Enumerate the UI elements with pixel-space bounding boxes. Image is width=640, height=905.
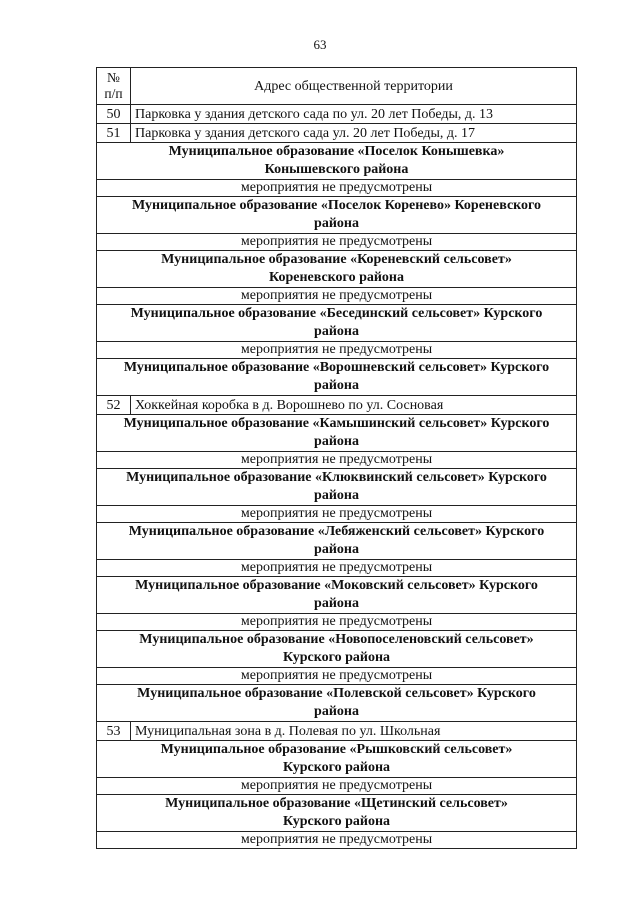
no-activities-text: мероприятия не предусмотрены: [96, 341, 577, 359]
heading-line: Муниципальное образование «Ворошневский …: [123, 360, 550, 375]
table-row: 52 Хоккейная коробка в д. Ворошнево по ул…: [96, 395, 577, 415]
no-activities-text: мероприятия не предусмотрены: [96, 613, 577, 631]
header-number-symbol: №: [107, 70, 120, 85]
heading-line: района: [314, 488, 359, 503]
municipality-heading: Муниципальное образование «Новопоселенов…: [96, 630, 577, 668]
no-activities-text: мероприятия не предусмотрены: [96, 667, 577, 685]
row-address: Муниципальная зона в д. Полевая по ул. Ш…: [130, 721, 577, 741]
table-header-row: № п/п Адрес общественной территории: [96, 67, 577, 105]
no-activities-row: мероприятия не предусмотрены: [96, 831, 577, 849]
municipality-heading-row: Муниципальное образование «Поселок Коныш…: [96, 142, 577, 180]
heading-line: Муниципальное образование «Бесединский с…: [130, 306, 543, 321]
row-number: 52: [96, 395, 131, 415]
row-address: Хоккейная коробка в д. Ворошнево по ул. …: [130, 395, 577, 415]
municipality-heading-row: Муниципальное образование «Клюквинский с…: [96, 468, 577, 506]
header-address: Адрес общественной территории: [130, 67, 577, 105]
municipality-heading: Муниципальное образование «Бесединский с…: [96, 304, 577, 342]
municipality-heading-row: Муниципальное образование «Ворошневский …: [96, 358, 577, 396]
municipality-heading: Муниципальное образование «Моковский сел…: [96, 576, 577, 614]
heading-line: района: [314, 324, 359, 339]
heading-line: Муниципальное образование «Кореневский с…: [161, 252, 512, 267]
heading-line: Конышевского района: [264, 162, 409, 177]
municipality-heading-row: Муниципальное образование «Поселок Корен…: [96, 196, 577, 234]
municipality-heading: Муниципальное образование «Камышинский с…: [96, 414, 577, 452]
municipality-heading-row: Муниципальное образование «Камышинский с…: [96, 414, 577, 452]
no-activities-row: мероприятия не предусмотрены: [96, 505, 577, 523]
no-activities-text: мероприятия не предусмотрены: [96, 831, 577, 849]
no-activities-text: мероприятия не предусмотрены: [96, 505, 577, 523]
no-activities-text: мероприятия не предусмотрены: [96, 777, 577, 795]
table-row: 53 Муниципальная зона в д. Полевая по ул.…: [96, 721, 577, 741]
municipality-heading: Муниципальное образование «Поселок Коныш…: [96, 142, 577, 180]
heading-line: Курского района: [282, 650, 391, 665]
municipality-heading-row: Муниципальное образование «Моковский сел…: [96, 576, 577, 614]
municipality-heading-row: Муниципальное образование «Лебяженский с…: [96, 522, 577, 560]
no-activities-row: мероприятия не предусмотрены: [96, 667, 577, 685]
heading-line: Муниципальное образование «Поселок Коныш…: [168, 144, 505, 159]
heading-line: Муниципальное образование «Рышковский се…: [160, 742, 513, 757]
municipality-heading-row: Муниципальное образование «Щетинский сел…: [96, 794, 577, 832]
heading-line: Курского района: [282, 814, 391, 829]
row-number: 53: [96, 721, 131, 741]
no-activities-row: мероприятия не предусмотрены: [96, 559, 577, 577]
table-row: 50 Парковка у здания детского сада по ул.…: [96, 104, 577, 124]
heading-line: района: [314, 542, 359, 557]
row-number: 51: [96, 123, 131, 143]
heading-line: Муниципальное образование «Поселок Корен…: [131, 198, 542, 213]
heading-line: Кореневского района: [269, 270, 404, 285]
page-number: 63: [313, 37, 327, 52]
municipality-heading: Муниципальное образование «Полевской сел…: [96, 684, 577, 722]
no-activities-row: мероприятия не предусмотрены: [96, 341, 577, 359]
no-activities-row: мероприятия не предусмотрены: [96, 613, 577, 631]
municipality-heading-row: Муниципальное образование «Новопоселенов…: [96, 630, 577, 668]
heading-line: Муниципальное образование «Новопоселенов…: [139, 632, 534, 647]
header-number-abbr: п/п: [104, 86, 123, 101]
heading-line: района: [314, 434, 359, 449]
municipality-heading-row: Муниципальное образование «Рышковский се…: [96, 740, 577, 778]
municipality-heading: Муниципальное образование «Клюквинский с…: [96, 468, 577, 506]
heading-line: района: [314, 596, 359, 611]
municipality-heading: Муниципальное образование «Поселок Корен…: [96, 196, 577, 234]
heading-line: Муниципальное образование «Лебяженский с…: [128, 524, 545, 539]
municipality-heading-row: Муниципальное образование «Бесединский с…: [96, 304, 577, 342]
heading-line: района: [314, 704, 359, 719]
no-activities-text: мероприятия не предусмотрены: [96, 179, 577, 197]
municipality-heading: Муниципальное образование «Лебяженский с…: [96, 522, 577, 560]
no-activities-row: мероприятия не предусмотрены: [96, 233, 577, 251]
header-number: № п/п: [96, 67, 131, 105]
heading-line: Муниципальное образование «Полевской сел…: [137, 686, 536, 701]
heading-line: района: [314, 216, 359, 231]
row-address: Парковка у здания детского сада ул. 20 л…: [130, 123, 577, 143]
no-activities-row: мероприятия не предусмотрены: [96, 179, 577, 197]
no-activities-text: мероприятия не предусмотрены: [96, 233, 577, 251]
no-activities-row: мероприятия не предусмотрены: [96, 777, 577, 795]
no-activities-text: мероприятия не предусмотрены: [96, 559, 577, 577]
no-activities-row: мероприятия не предусмотрены: [96, 287, 577, 305]
heading-line: Муниципальное образование «Клюквинский с…: [126, 470, 547, 485]
municipality-heading-row: Муниципальное образование «Кореневский с…: [96, 250, 577, 288]
municipality-heading-row: Муниципальное образование «Полевской сел…: [96, 684, 577, 722]
heading-line: Муниципальное образование «Камышинский с…: [123, 416, 550, 431]
municipality-heading: Муниципальное образование «Кореневский с…: [96, 250, 577, 288]
territories-table: № п/п Адрес общественной территории 50 Па…: [96, 67, 577, 849]
heading-line: района: [314, 378, 359, 393]
table-row: 51 Парковка у здания детского сада ул. 20…: [96, 123, 577, 143]
no-activities-text: мероприятия не предусмотрены: [96, 287, 577, 305]
heading-line: Муниципальное образование «Моковский сел…: [135, 578, 538, 593]
no-activities-text: мероприятия не предусмотрены: [96, 451, 577, 469]
municipality-heading: Муниципальное образование «Ворошневский …: [96, 358, 577, 396]
row-address: Парковка у здания детского сада по ул. 2…: [130, 104, 577, 124]
municipality-heading: Муниципальное образование «Щетинский сел…: [96, 794, 577, 832]
municipality-heading: Муниципальное образование «Рышковский се…: [96, 740, 577, 778]
heading-line: Курского района: [282, 760, 391, 775]
no-activities-row: мероприятия не предусмотрены: [96, 451, 577, 469]
heading-line: Муниципальное образование «Щетинский сел…: [165, 796, 508, 811]
row-number: 50: [96, 104, 131, 124]
